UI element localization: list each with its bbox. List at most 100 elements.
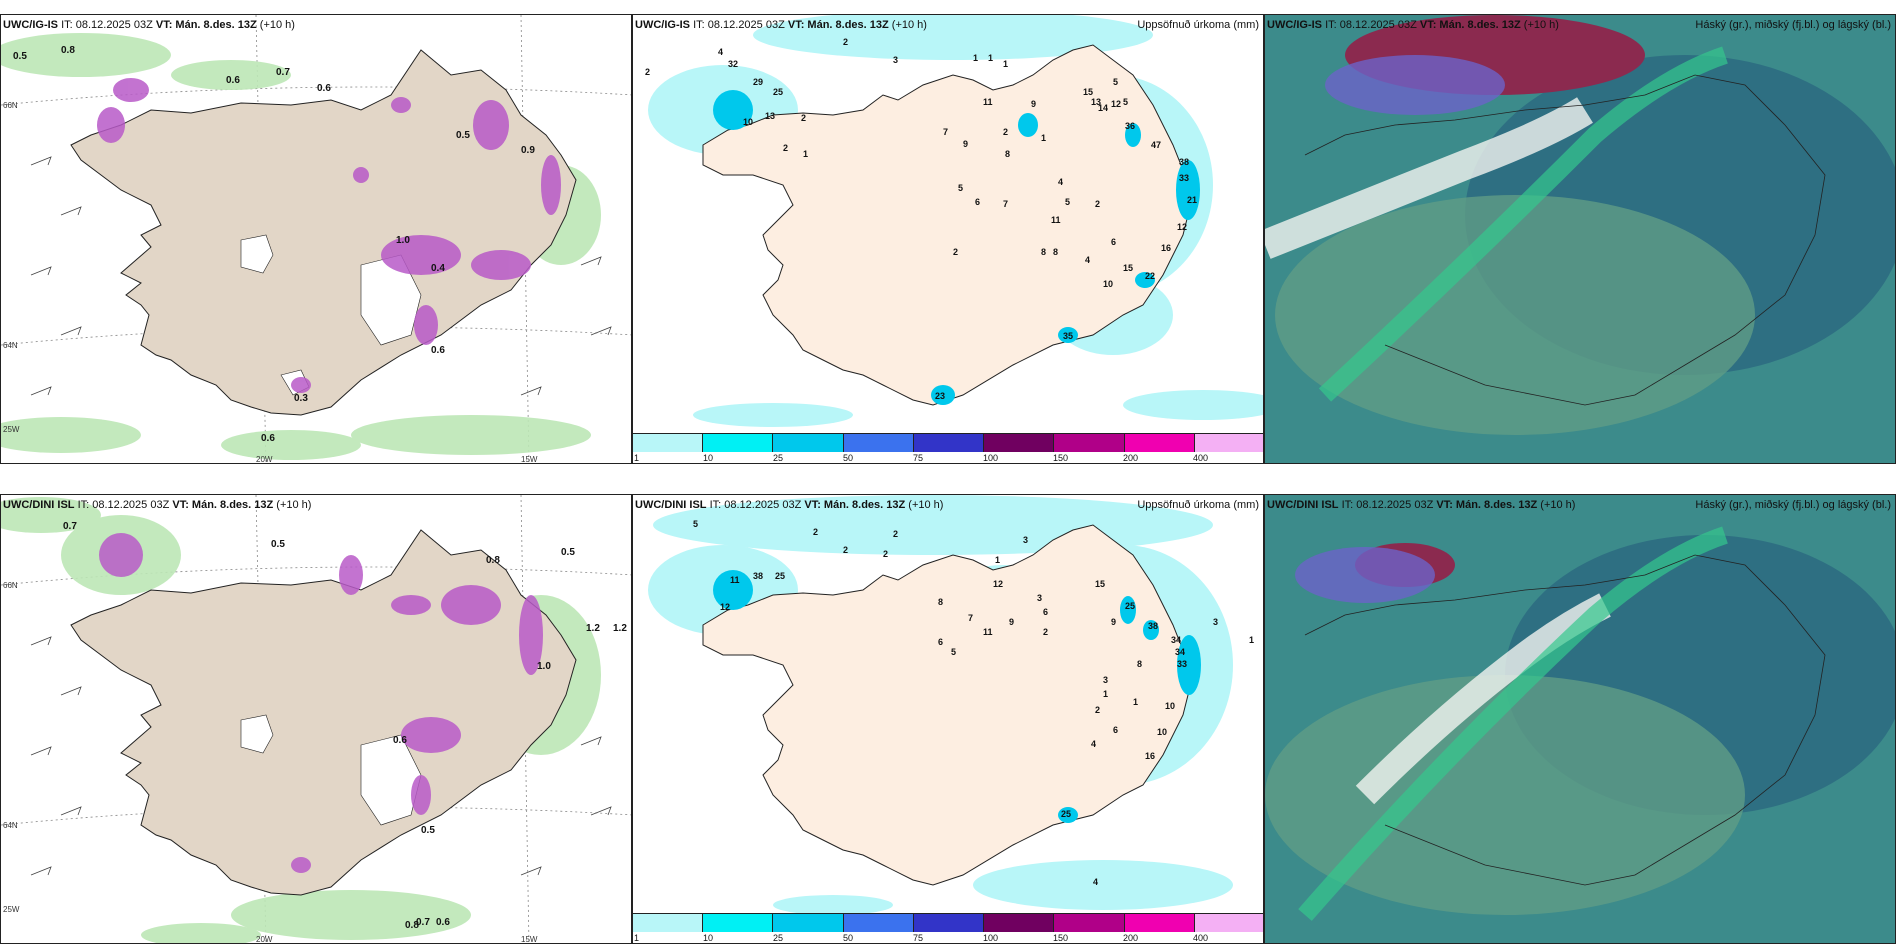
precip-value: 4 bbox=[1091, 739, 1096, 749]
lon-label-25w: 25W bbox=[3, 905, 20, 914]
precip-value: 1 bbox=[1249, 635, 1254, 645]
wind-value: 0.7 bbox=[416, 917, 430, 928]
precip-value: 34 bbox=[1175, 647, 1185, 657]
lead-time: (+10 h) bbox=[891, 19, 927, 31]
lat-label-66n: 66N bbox=[3, 581, 18, 590]
valid-time: VT: Mán. 8.des. 13Z bbox=[787, 19, 889, 31]
wind-barbs bbox=[30, 156, 612, 396]
colorbar-bin bbox=[1054, 434, 1125, 452]
precip-value: 2 bbox=[843, 37, 848, 47]
wind-value: 0.6 bbox=[431, 345, 445, 356]
precip-value: 15 bbox=[1083, 87, 1093, 97]
precip-value: 16 bbox=[1161, 243, 1171, 253]
precip-value: 7 bbox=[968, 613, 973, 623]
colorbar-ticks: 1 10 25 50 75 100 150 200 400 bbox=[633, 933, 1263, 943]
panel-header: UWC/IG-IS IT: 08.12.2025 03Z VT: Mán. 8.… bbox=[1267, 19, 1559, 31]
wind-value: 0.5 bbox=[421, 825, 435, 836]
precip-value: 34 bbox=[1171, 635, 1181, 645]
precip-value: 5 bbox=[1113, 77, 1118, 87]
map-accum-precip-igis: 2 4 3 2 1 1 1 32 29 25 10 13 2 2 1 15 5 … bbox=[645, 15, 1263, 427]
iceland-landmass bbox=[702, 524, 1194, 886]
precip-value: 9 bbox=[1009, 617, 1014, 627]
precip-value: 25 bbox=[775, 571, 785, 581]
precip-value: 14 bbox=[1098, 103, 1108, 113]
colorbar-bin bbox=[984, 914, 1055, 932]
map-wind-precip-igis bbox=[1, 15, 631, 463]
colorbar-tick: 200 bbox=[1123, 933, 1139, 943]
precip-value: 6 bbox=[938, 637, 943, 647]
precip-value: 2 bbox=[843, 545, 848, 555]
coastline bbox=[1304, 74, 1826, 406]
precip-value: 13 bbox=[1091, 97, 1101, 107]
model-name: UWC/IG-IS bbox=[1267, 19, 1322, 31]
precip-value: 5 bbox=[693, 519, 698, 529]
green-cloud-band bbox=[1318, 46, 1728, 402]
white-cloud-band bbox=[1265, 97, 1593, 259]
precip-value: 1 bbox=[1003, 59, 1008, 69]
precip-value: 38 bbox=[1148, 621, 1158, 631]
panel-wind-precip-igis: UWC/IG-IS IT: 08.12.2025 03Z VT: Mán. 8.… bbox=[0, 14, 632, 464]
precip-value: 1 bbox=[995, 555, 1000, 565]
lon-label-20w: 20W bbox=[256, 455, 273, 464]
panel-header: UWC/IG-IS IT: 08.12.2025 03Z VT: Mán. 8.… bbox=[3, 19, 295, 31]
colorbar-tick: 150 bbox=[1053, 933, 1069, 943]
colorbar-tick: 400 bbox=[1193, 453, 1209, 463]
colorbar-bin bbox=[843, 434, 914, 452]
panel-header: UWC/DINI ISL IT: 08.12.2025 03Z VT: Mán.… bbox=[635, 499, 943, 511]
precip-magenta-cells bbox=[97, 78, 561, 393]
wind-value: 0.5 bbox=[561, 547, 575, 558]
precip-value: 2 bbox=[801, 113, 806, 123]
colorbar-tick: 75 bbox=[913, 453, 924, 463]
colorbar-tick: 75 bbox=[913, 933, 924, 943]
precip-value: 2 bbox=[813, 527, 818, 537]
precip-value: 1 bbox=[973, 53, 978, 63]
precip-value: 23 bbox=[935, 391, 945, 401]
map-cloud-igis bbox=[1265, 15, 1895, 463]
init-time: IT: 08.12.2025 03Z bbox=[1325, 19, 1417, 31]
precip-value: 1 bbox=[803, 149, 808, 159]
precip-value: 11 bbox=[730, 575, 740, 585]
lon-label-15w: 15W bbox=[521, 935, 538, 944]
lead-time: (+10 h) bbox=[1523, 19, 1559, 31]
precip-value: 4 bbox=[1085, 255, 1090, 265]
model-name: UWC/DINI ISL bbox=[635, 499, 707, 511]
precip-value: 25 bbox=[773, 87, 783, 97]
precip-value: 5 bbox=[1123, 97, 1128, 107]
init-time: IT: 08.12.2025 03Z bbox=[61, 19, 153, 31]
panel-field-title: Háský (gr.), miðský (fj.bl.) og lágský (… bbox=[1695, 499, 1891, 511]
panel-cloud-igis: UWC/IG-IS IT: 08.12.2025 03Z VT: Mán. 8.… bbox=[1264, 14, 1896, 464]
precip-colorbar bbox=[633, 913, 1263, 932]
wind-value: 1.2 bbox=[613, 623, 627, 634]
colorbar-tick: 1 bbox=[634, 453, 640, 463]
precip-value: 38 bbox=[1179, 157, 1189, 167]
precip-value: 33 bbox=[1179, 173, 1189, 183]
iceland-landmass bbox=[702, 44, 1194, 406]
colorbar-tick: 200 bbox=[1123, 453, 1139, 463]
model-name: UWC/IG-IS bbox=[635, 19, 690, 31]
precip-value: 16 bbox=[1145, 751, 1155, 761]
precip-value: 5 bbox=[1065, 197, 1070, 207]
colorbar-bin bbox=[1124, 914, 1195, 932]
precip-value: 2 bbox=[645, 67, 650, 77]
lon-label-20w: 20W bbox=[256, 935, 273, 944]
precip-value: 11 bbox=[983, 97, 993, 107]
colorbar-tick: 1 bbox=[634, 933, 640, 943]
precip-value: 2 bbox=[1003, 127, 1008, 137]
valid-time: VT: Mán. 8.des. 13Z bbox=[1436, 499, 1538, 511]
precip-value: 9 bbox=[1031, 99, 1036, 109]
precip-value: 7 bbox=[1003, 199, 1008, 209]
colorbar-bin bbox=[843, 914, 914, 932]
precip-value: 8 bbox=[1005, 149, 1010, 159]
precip-value: 1 bbox=[1041, 133, 1046, 143]
lead-time: (+10 h) bbox=[259, 19, 295, 31]
valid-time: VT: Mán. 8.des. 13Z bbox=[804, 499, 906, 511]
colorbar-bin bbox=[703, 434, 774, 452]
precip-value: 38 bbox=[753, 571, 763, 581]
precip-value: 12 bbox=[720, 602, 730, 612]
map-wind-precip-dini bbox=[1, 495, 631, 943]
colorbar-tick: 25 bbox=[773, 453, 784, 463]
wind-value: 0.6 bbox=[261, 433, 275, 444]
colorbar-bin bbox=[913, 914, 985, 932]
precip-value: 32 bbox=[728, 59, 738, 69]
precip-value: 12 bbox=[1177, 222, 1187, 232]
